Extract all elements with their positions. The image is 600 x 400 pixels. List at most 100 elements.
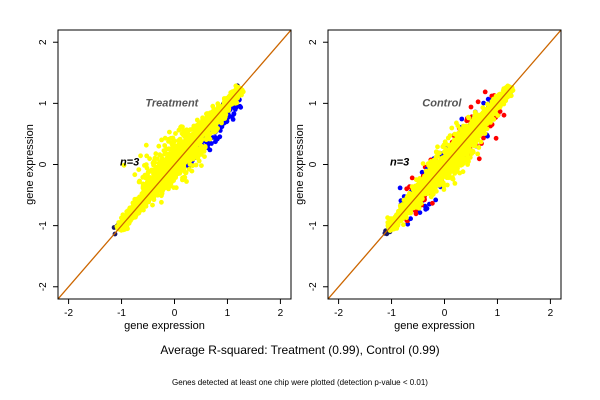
treatment-n-annotation: n=3: [120, 157, 139, 169]
outlier-point: [213, 139, 218, 145]
bulk-point: [201, 124, 207, 129]
bulk-point: [437, 182, 442, 188]
bulk-point: [405, 193, 411, 199]
bulk-point: [464, 145, 469, 151]
outlier-point: [475, 99, 481, 105]
bulk-point: [186, 138, 192, 143]
bulk-point: [187, 161, 193, 167]
bulk-point: [190, 148, 196, 153]
treatment-identity-line: [58, 30, 291, 299]
bulk-point: [473, 122, 479, 127]
outlier-point: [405, 221, 411, 227]
outlier-point: [468, 104, 474, 110]
outlier-point: [237, 103, 243, 109]
bulk-point: [452, 181, 458, 186]
bulk-point: [168, 160, 174, 166]
bulk-point: [507, 91, 512, 96]
bulk-point: [171, 185, 177, 191]
bulk-point: [206, 111, 212, 117]
bulk-point: [449, 165, 455, 171]
bulk-point: [133, 200, 139, 206]
bulk-point: [153, 151, 159, 157]
y-tick-label: -2: [308, 282, 319, 291]
outlier-point: [229, 114, 235, 120]
bulk-point: [457, 154, 463, 159]
y-tick-label: 0: [308, 161, 319, 167]
outlier-point: [217, 134, 223, 140]
bulk-point: [125, 226, 130, 232]
bulk-point: [427, 168, 432, 174]
bulk-point: [183, 170, 189, 175]
x-tick-label: 0: [442, 308, 448, 319]
bulk-point: [443, 147, 449, 153]
treatment-panel: -2 -1 0 1 2 -2 -1 0 1 2 gene expression gene expres…: [24, 29, 292, 332]
bulk-point: [218, 114, 224, 119]
bulk-point: [410, 187, 416, 193]
x-tick-label: -1: [387, 308, 396, 319]
outlier-point: [482, 89, 488, 95]
bulk-point: [441, 187, 447, 192]
x-tick-label: 2: [278, 308, 284, 319]
bulk-point: [188, 154, 194, 160]
bulk-point: [482, 131, 488, 136]
bulk-point: [150, 160, 156, 166]
bulk-point: [167, 173, 173, 179]
bulk-point: [207, 136, 213, 142]
bulk-point: [184, 179, 189, 184]
bulk-point: [185, 132, 191, 138]
outlier-point: [419, 169, 425, 175]
outlier-point: [493, 135, 499, 141]
bulk-point: [452, 171, 458, 176]
bulk-point: [135, 208, 141, 214]
bulk-point: [440, 180, 446, 186]
bulk-point: [420, 191, 425, 197]
bulk-point: [441, 166, 447, 172]
bulk-point: [181, 163, 187, 169]
bulk-point: [147, 156, 153, 162]
treatment-panel-title: Treatment: [145, 97, 199, 109]
bulk-point: [423, 168, 429, 174]
bulk-point: [147, 169, 153, 174]
control-n-annotation: n=3: [390, 157, 409, 169]
bulk-point: [184, 127, 190, 133]
x-tick-label: -2: [334, 308, 343, 319]
bulk-point: [197, 141, 203, 146]
x-tick-label: -2: [64, 308, 73, 319]
bulk-point: [124, 211, 130, 217]
bulk-point: [398, 207, 404, 213]
bulk-point: [462, 128, 467, 134]
bulk-point: [150, 202, 155, 208]
bulk-point: [149, 195, 155, 201]
bulk-point: [199, 148, 205, 153]
bulk-point: [173, 131, 178, 136]
bulk-point: [488, 120, 493, 125]
bulk-point: [197, 124, 203, 130]
bulk-point: [193, 162, 199, 168]
bulk-point: [448, 169, 454, 174]
y-tick-label: -1: [38, 221, 49, 230]
bulk-point: [431, 186, 437, 191]
y-tick-label: -1: [308, 221, 319, 230]
bulk-point: [401, 222, 406, 228]
bulk-point: [184, 155, 190, 160]
x-tick-label: 0: [172, 308, 178, 319]
bulk-point: [423, 175, 429, 181]
bulk-point: [448, 142, 454, 148]
outlier-point: [430, 200, 435, 206]
bulk-point: [199, 163, 204, 169]
bulk-point: [453, 161, 459, 166]
bulk-point: [439, 175, 445, 181]
outlier-point: [408, 216, 413, 222]
bulk-point: [464, 152, 470, 157]
bulk-point: [428, 194, 434, 200]
bulk-point: [163, 151, 169, 156]
bulk-point: [440, 144, 446, 150]
bulk-point: [143, 142, 149, 148]
outlier-point: [501, 112, 507, 118]
control-y-axis-title: gene expression: [294, 124, 306, 205]
bulk-point: [179, 149, 185, 155]
x-tick-label: -1: [117, 308, 126, 319]
outlier-point: [481, 135, 486, 141]
y-tick-label: 2: [308, 39, 319, 45]
